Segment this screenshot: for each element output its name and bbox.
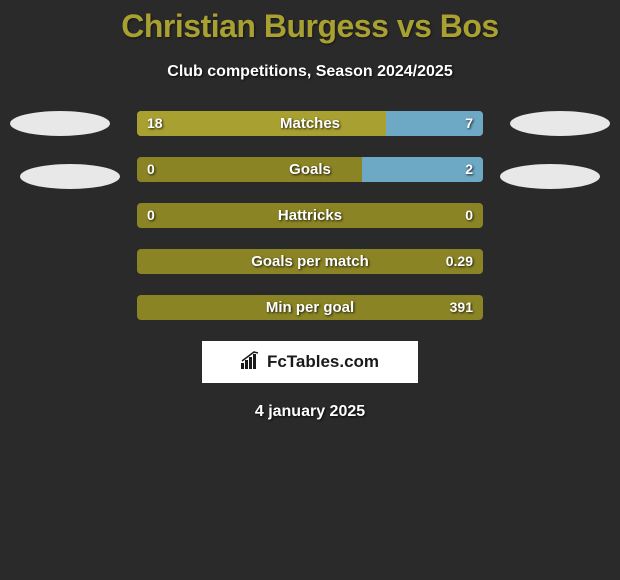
- stat-value-right: 0: [465, 203, 473, 228]
- player-left-shadow-2: [20, 164, 120, 189]
- brand-text: FcTables.com: [267, 352, 379, 372]
- date-text: 4 january 2025: [0, 403, 620, 421]
- stat-value-left: 18: [147, 111, 163, 136]
- stat-label: Matches: [137, 111, 483, 136]
- brand-box: FcTables.com: [202, 341, 418, 383]
- brand-chart-icon: [241, 351, 261, 374]
- stat-bar-row: Min per goal391: [137, 295, 483, 320]
- stat-value-left: 0: [147, 203, 155, 228]
- stat-value-left: 0: [147, 157, 155, 182]
- player-left-shadow-1: [10, 111, 110, 136]
- stat-bar-row: Goals per match0.29: [137, 249, 483, 274]
- player-right-shadow-1: [510, 111, 610, 136]
- stat-label: Hattricks: [137, 203, 483, 228]
- stat-value-right: 0.29: [446, 249, 473, 274]
- stat-bar-row: Hattricks0 0: [137, 203, 483, 228]
- stat-bar-row: Matches18 7: [137, 111, 483, 136]
- stat-value-right: 2: [465, 157, 473, 182]
- stat-label: Min per goal: [137, 295, 483, 320]
- bars-container: Matches187Goals02Hattricks00Goals per ma…: [137, 111, 483, 320]
- stats-area: Matches187Goals02Hattricks00Goals per ma…: [0, 111, 620, 320]
- stat-value-right: 391: [450, 295, 473, 320]
- stat-value-right: 7: [465, 111, 473, 136]
- comparison-infographic: Christian Burgess vs Bos Club competitio…: [0, 0, 620, 580]
- page-title: Christian Burgess vs Bos: [0, 0, 620, 45]
- player-right-shadow-2: [500, 164, 600, 189]
- stat-bar-row: Goals0 2: [137, 157, 483, 182]
- stat-label: Goals per match: [137, 249, 483, 274]
- stat-label: Goals: [137, 157, 483, 182]
- subtitle: Club competitions, Season 2024/2025: [0, 63, 620, 81]
